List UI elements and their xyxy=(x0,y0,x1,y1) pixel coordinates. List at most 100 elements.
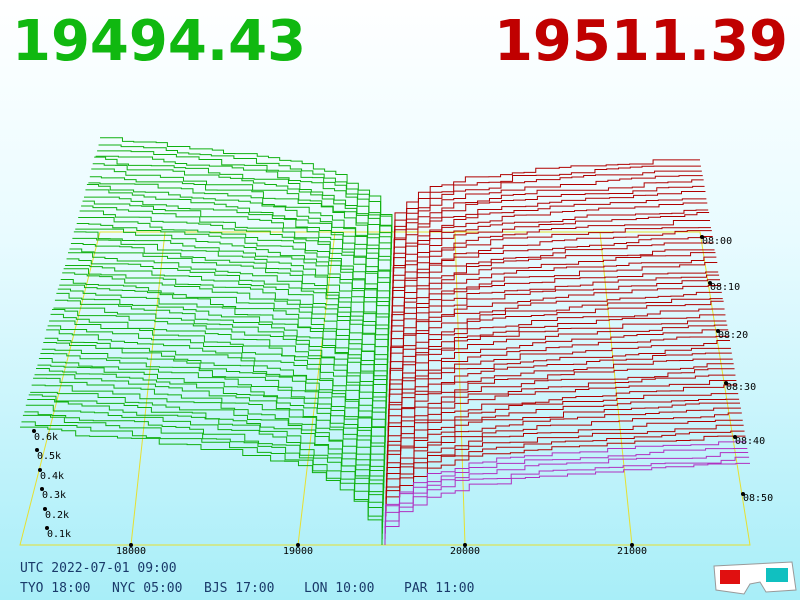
bid-curve xyxy=(73,231,390,335)
depth-label: 0.2k xyxy=(45,510,69,521)
depth-label: 0.5k xyxy=(37,451,61,462)
ask-curve xyxy=(385,448,748,528)
bid-curve xyxy=(50,313,387,426)
bid-curve xyxy=(100,137,393,232)
ask-curve xyxy=(387,380,737,460)
ask-curve xyxy=(388,347,731,426)
ask-curve xyxy=(384,462,750,545)
depth-tick xyxy=(38,468,42,472)
bid-curve xyxy=(25,404,384,523)
depth-tick xyxy=(43,507,47,511)
ask-curve xyxy=(393,185,705,261)
utc-time: UTC 2022-07-01 09:00 xyxy=(20,561,177,576)
ask-curve xyxy=(393,179,704,255)
ask-curve xyxy=(387,358,733,437)
bid-curve xyxy=(60,278,388,386)
bid-curve xyxy=(22,414,383,534)
ask-curve xyxy=(385,435,746,517)
ask-curve xyxy=(390,271,719,346)
ask-curve xyxy=(386,402,740,483)
ask-curve xyxy=(394,170,702,244)
time-tick xyxy=(733,435,737,439)
bid-curve xyxy=(76,222,390,324)
bid-curve xyxy=(89,176,392,272)
ask-curve xyxy=(392,219,710,295)
bid-curve xyxy=(31,384,384,500)
city-time: TYO 18:00 xyxy=(20,581,90,596)
bid-curve xyxy=(27,398,384,517)
bid-curve xyxy=(98,144,393,238)
ask-curve xyxy=(388,352,732,432)
ask-curve xyxy=(392,230,712,306)
bid-curve xyxy=(78,217,390,318)
time-tick xyxy=(708,281,712,285)
city-time: NYC 05:00 xyxy=(112,581,182,596)
price-label: 20000 xyxy=(450,546,480,557)
ask-curve xyxy=(393,175,703,250)
bid-curve xyxy=(82,200,391,301)
ask-curve xyxy=(387,368,735,449)
ask-curve xyxy=(384,452,749,534)
ask-curve xyxy=(385,424,744,506)
bid-curve xyxy=(56,292,388,403)
price-tick xyxy=(296,543,300,547)
bid-curve xyxy=(52,308,387,420)
bid-curve xyxy=(37,364,385,477)
price-tick xyxy=(129,543,133,547)
bid-curve xyxy=(97,150,393,244)
ask-curve xyxy=(385,430,745,511)
ask-curve xyxy=(394,165,701,238)
depth-tick xyxy=(40,487,44,491)
ask-curve xyxy=(386,398,740,477)
ask-curve xyxy=(393,198,707,272)
ask-curve xyxy=(392,209,709,284)
depth-label: 0.6k xyxy=(34,432,58,443)
time-label: 08:20 xyxy=(718,330,748,341)
ask-curve xyxy=(384,456,750,540)
ask-curve xyxy=(390,279,720,358)
bid-curve xyxy=(66,258,389,363)
ask-curve xyxy=(389,324,728,403)
time-label: 08:10 xyxy=(710,282,740,293)
time-tick xyxy=(724,381,728,385)
bid-curve xyxy=(49,320,387,432)
price-tick xyxy=(630,543,634,547)
ask-curve xyxy=(387,363,734,443)
ask-curve xyxy=(385,441,747,523)
bid-curve xyxy=(88,182,392,278)
city-time: PAR 11:00 xyxy=(404,581,474,596)
depth-label: 0.4k xyxy=(40,471,64,482)
bid-curve xyxy=(79,210,390,312)
ask-curve xyxy=(391,256,717,335)
ask-curve xyxy=(391,252,716,329)
bid-curve xyxy=(24,411,384,528)
time-tick xyxy=(700,235,704,239)
time-label: 08:30 xyxy=(726,382,756,393)
price-label: 18000 xyxy=(116,546,146,557)
bid-curve xyxy=(53,307,387,415)
bid-curve xyxy=(33,377,385,494)
time-tick xyxy=(716,329,720,333)
bid-curve xyxy=(41,348,386,460)
ask-curve xyxy=(389,298,723,375)
ask-curve xyxy=(390,274,720,352)
ask-curve xyxy=(389,320,727,398)
ask-curve xyxy=(385,419,743,500)
ask-curve xyxy=(389,308,725,386)
bid-curve xyxy=(81,205,391,306)
ask-price: 19511.39 xyxy=(494,9,788,74)
3d-glasses-icon[interactable] xyxy=(713,561,797,595)
ask-curve xyxy=(387,374,736,454)
bid-curve xyxy=(94,156,392,255)
bid-curve xyxy=(34,374,385,489)
ask-curve xyxy=(390,291,722,369)
bid-curve xyxy=(68,252,389,358)
price-label: 19000 xyxy=(283,546,313,557)
bid-curve xyxy=(72,237,390,341)
depth-label: 0.3k xyxy=(42,490,66,501)
city-time: BJS 17:00 xyxy=(204,581,274,596)
time-tick xyxy=(741,492,745,496)
ask-curve xyxy=(392,212,710,289)
bid-curve xyxy=(20,426,383,545)
bid-curve xyxy=(65,264,389,369)
